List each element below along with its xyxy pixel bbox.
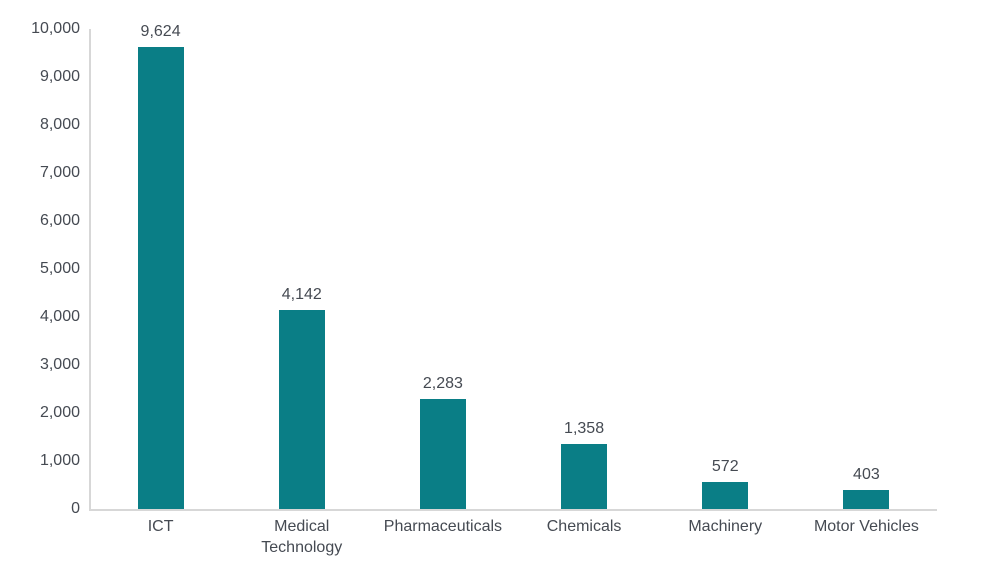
x-axis-category-label: Motor Vehicles [813,518,919,535]
x-axis-category-label: Pharmaceuticals [383,518,503,535]
y-axis-tick-label: 3,000 [39,356,80,373]
y-axis-tick-label: 1,000 [39,452,80,469]
y-axis-tick-label: 5,000 [39,260,80,277]
y-axis-tick-label: 4,000 [39,308,80,325]
x-axis-category-label: ICT [147,518,174,535]
bar-value-label: 4,142 [281,286,322,304]
y-axis-tick-label: 0 [71,500,80,517]
y-axis-tick-label: 6,000 [39,212,80,229]
y-axis-tick-label: 8,000 [39,116,80,133]
bar [278,310,325,509]
bar [561,443,608,509]
bar [702,481,749,509]
x-axis-line [89,509,937,511]
x-axis-category-label: Chemicals [546,518,622,535]
bar-value-label: 2,283 [422,375,463,393]
y-axis-tick-label: 10,000 [31,20,80,37]
bar [137,47,184,509]
x-axis-category-label: Machinery [688,518,763,535]
y-axis-tick-label: 2,000 [39,404,80,421]
bar [419,399,466,509]
bar-value-label: 572 [711,457,739,475]
bar-value-label: 403 [853,465,880,483]
y-axis-tick-label: 7,000 [39,164,80,181]
bar-value-label: 1,358 [564,419,605,437]
bar [843,489,890,509]
y-axis-tick-label: 9,000 [39,68,80,85]
bar-value-label: 9,624 [140,23,181,41]
x-axis-category-label: Medical Technology [261,518,343,556]
y-axis-line [89,29,91,510]
